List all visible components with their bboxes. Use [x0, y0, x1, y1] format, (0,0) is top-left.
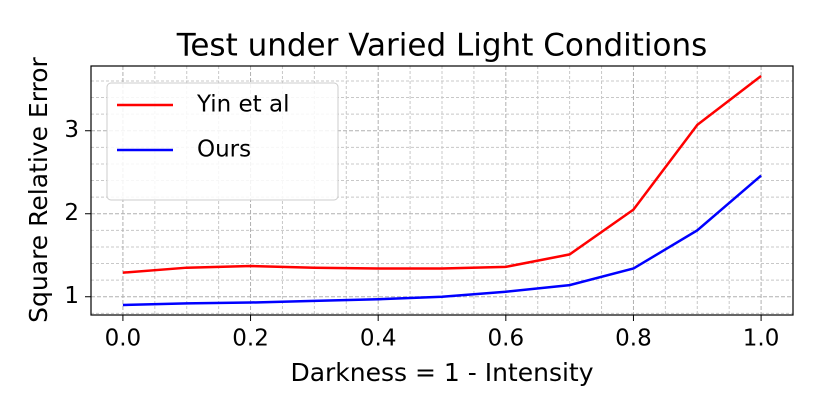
x-axis-label: Darkness = 1 - Intensity [290, 358, 593, 387]
legend-label: Ours [197, 137, 251, 163]
series-line [122, 174, 762, 307]
chart-title: Test under Varied Light Conditions [176, 28, 708, 64]
series-line [122, 74, 762, 274]
y-tick-label: 3 [64, 117, 79, 143]
x-tick-label: 0.8 [615, 326, 652, 352]
x-tick-label: 0.2 [232, 326, 269, 352]
x-tick-label: 0.6 [488, 326, 525, 352]
y-axis-label: Square Relative Error [24, 56, 53, 322]
plot-frame [90, 65, 794, 316]
x-tick-label: 0.0 [105, 326, 142, 352]
x-tick-label: 1.0 [743, 326, 780, 352]
legend-label: Yin et al [196, 92, 289, 118]
x-tick-label: 0.4 [360, 326, 397, 352]
y-tick-label: 1 [64, 283, 79, 309]
legend-box [106, 82, 339, 201]
y-tick-label: 2 [64, 200, 79, 226]
